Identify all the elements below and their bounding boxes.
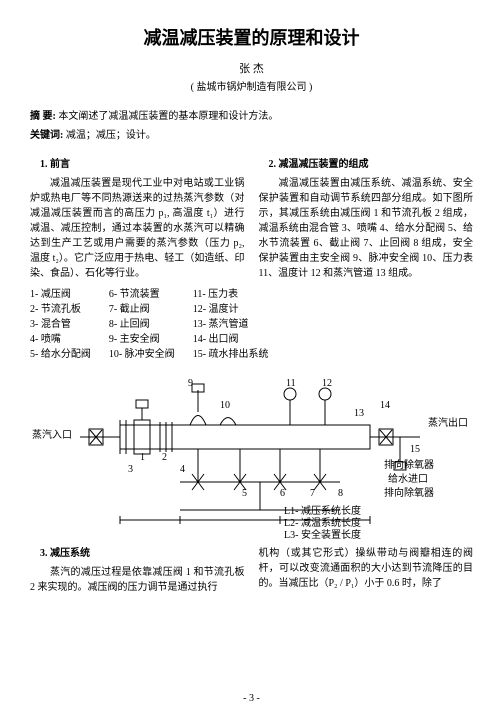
legend-item: 9- 主安全阀 <box>109 332 175 347</box>
legend-item: 15- 疏水排出系统 <box>193 347 269 362</box>
num-1: 1 <box>140 452 145 463</box>
legend-col-2: 6- 节流装置 7- 截止阀 8- 止回阀 9- 主安全阀 10- 脉冲安全阀 <box>109 287 175 362</box>
num-15: 15 <box>410 444 420 455</box>
legend-item: 8- 止回阀 <box>109 317 175 332</box>
num-11: 11 <box>286 378 296 389</box>
num-5: 5 <box>242 488 247 499</box>
legend-item: 10- 脉冲安全阀 <box>109 347 175 362</box>
label-steam-in: 蒸汽入口 <box>32 426 72 441</box>
legend-item: 6- 节流装置 <box>109 287 175 302</box>
l3-caption: L3- 安全装置长度 <box>284 526 361 541</box>
label-steam-out: 蒸汽出口 <box>428 414 468 429</box>
section1-heading: 1. 前言 <box>30 157 245 172</box>
num-7: 7 <box>310 488 315 499</box>
legend-item: 5- 给水分配阀 <box>30 347 91 362</box>
legend-item: 12- 温度计 <box>193 302 269 317</box>
label-deaerator-out: 排向除氧器 <box>384 456 434 471</box>
num-9: 9 <box>188 378 193 389</box>
left-lower-column: 3. 减压系统 蒸汽的减压过程是依靠减压阀 1 和节流孔板 2 来实现的。减压阀… <box>30 546 245 595</box>
diagram-svg <box>80 370 440 538</box>
legend-item: 3- 混合管 <box>30 317 91 332</box>
section2-body: 减温减压装置由减压系统、减温系统、安全保护装置和自动调节系统四部分组成。如下图所… <box>259 176 474 281</box>
num-8: 8 <box>338 488 343 499</box>
affiliation: ( 盐城市锅炉制造有限公司 ) <box>30 78 473 93</box>
num-10: 10 <box>220 400 230 411</box>
legend-block: 1- 减压阀 2- 节流孔板 3- 混合管 4- 喷嘴 5- 给水分配阀 6- … <box>30 287 473 362</box>
num-6: 6 <box>280 488 285 499</box>
num-4: 4 <box>180 464 185 475</box>
legend-item: 14- 出口阀 <box>193 332 269 347</box>
lower-two-column: 3. 减压系统 蒸汽的减压过程是依靠减压阀 1 和节流孔板 2 来实现的。减压阀… <box>30 546 473 595</box>
author: 张 杰 <box>30 60 473 76</box>
section2-heading: 2. 减温减压装置的组成 <box>259 157 474 172</box>
divider <box>30 145 473 157</box>
legend-item: 1- 减压阀 <box>30 287 91 302</box>
legend-item: 11- 压力表 <box>193 287 269 302</box>
abstract-row: 摘 要: 本文阐述了减温减压装置的基本原理和设计方法。 <box>30 107 473 122</box>
legend-col-1: 1- 减压阀 2- 节流孔板 3- 混合管 4- 喷嘴 5- 给水分配阀 <box>30 287 91 362</box>
label-deaerator-2: 排向除氧器 <box>384 484 434 499</box>
num-13: 13 <box>354 408 364 419</box>
right-lower-column: 机构（或其它形式）操纵带动与阀瓣相连的阀杆，可以改变流通面积的大小达到节流降压的… <box>259 546 474 595</box>
legend-item: 13- 蒸汽管道 <box>193 317 269 332</box>
section3-body-left: 蒸汽的减压过程是依靠减压阀 1 和节流孔板 2 来实现的。减压阀的压力调节是通过… <box>30 565 245 595</box>
label-water-in: 给水进口 <box>388 470 428 485</box>
page-title: 减温减压装置的原理和设计 <box>30 24 473 50</box>
two-column-body: 1. 前言 减温减压装置是现代工业中对电站或工业锅炉或热电厂等不同热源送来的过热… <box>30 157 473 281</box>
abstract-label: 摘 要: <box>30 111 56 122</box>
abstract-text: 本文阐述了减温减压装置的基本原理和设计方法。 <box>58 111 278 122</box>
num-3: 3 <box>128 464 133 475</box>
keywords-text: 减温；减压；设计。 <box>66 130 156 141</box>
legend-item: 4- 喷嘴 <box>30 332 91 347</box>
section3-body-right: 机构（或其它形式）操纵带动与阀瓣相连的阀杆，可以改变流通面积的大小达到节流降压的… <box>259 546 474 591</box>
schematic-diagram: 蒸汽入口 蒸汽出口 排向除氧器 给水进口 排向除氧器 1 2 3 4 5 6 7… <box>30 370 473 538</box>
keywords-row: 关键词: 减温；减压；设计。 <box>30 126 473 141</box>
legend-item: 2- 节流孔板 <box>30 302 91 317</box>
left-column: 1. 前言 减温减压装置是现代工业中对电站或工业锅炉或热电厂等不同热源送来的过热… <box>30 157 245 281</box>
page-number: - 3 - <box>0 693 503 704</box>
keywords-label: 关键词: <box>30 130 63 141</box>
section3-heading: 3. 减压系统 <box>30 546 245 561</box>
num-2: 2 <box>162 452 167 463</box>
right-column: 2. 减温减压装置的组成 减温减压装置由减压系统、减温系统、安全保护装置和自动调… <box>259 157 474 281</box>
legend-col-3: 11- 压力表 12- 温度计 13- 蒸汽管道 14- 出口阀 15- 疏水排… <box>193 287 269 362</box>
num-12: 12 <box>322 378 332 389</box>
section1-body: 减温减压装置是现代工业中对电站或工业锅炉或热电厂等不同热源送来的过热蒸汽参数（对… <box>30 176 245 281</box>
legend-item: 7- 截止阀 <box>109 302 175 317</box>
num-14: 14 <box>380 400 390 411</box>
